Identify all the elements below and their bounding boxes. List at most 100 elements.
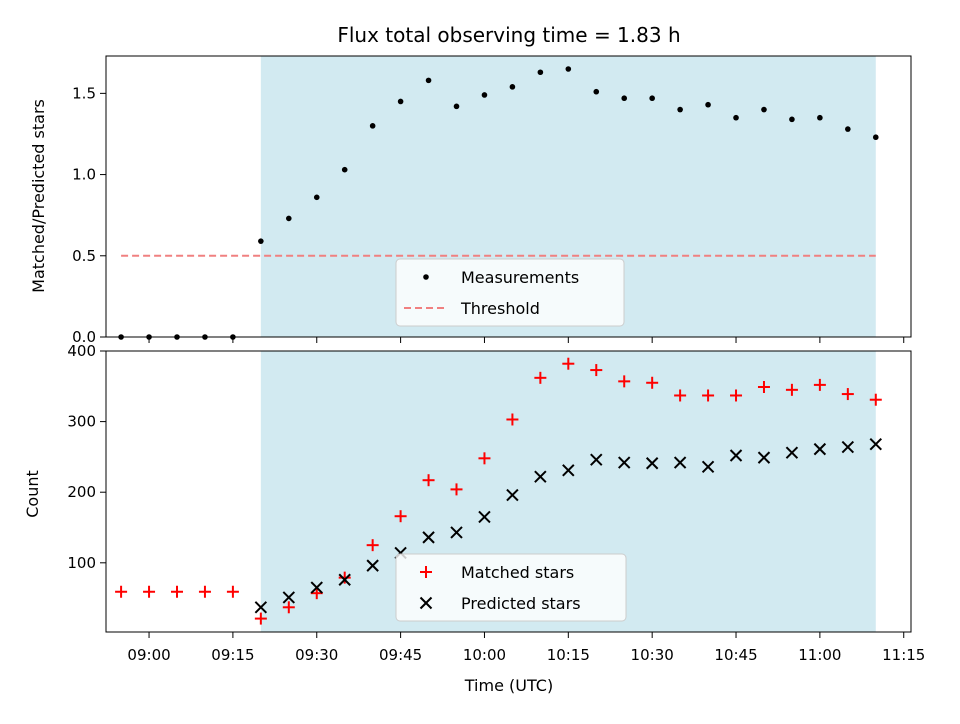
predicted-star-point <box>506 488 519 502</box>
measurement-point <box>593 88 600 95</box>
matched-star-point <box>869 393 882 406</box>
ratio-legend: Measurements Threshold <box>395 258 625 327</box>
matched-star-point <box>534 371 547 384</box>
measurement-point <box>677 106 683 113</box>
measurement-point <box>733 114 739 121</box>
predicted-star-point <box>450 526 463 539</box>
matched-star-point <box>785 383 798 396</box>
matched-star-point <box>841 388 854 401</box>
predicted-star-point <box>618 456 631 469</box>
predicted-star-point <box>673 456 687 469</box>
measurement-point <box>761 106 767 113</box>
ratio-panel-frame <box>105 55 912 338</box>
x-tick-label: 11:15 <box>882 646 925 664</box>
ratio-x-ticks <box>148 337 905 343</box>
matched-star-point <box>674 389 687 402</box>
ratio-y-tick-label: 1.0 <box>72 166 96 184</box>
matched-star-point <box>618 375 631 388</box>
matched-star-point <box>170 585 183 598</box>
count-panel: 100 200 300 400 09:00 09:15 09:30 09:45 10:00 10… <box>23 342 925 695</box>
count-panel-frame <box>105 350 912 633</box>
legend-measurement-marker <box>423 274 429 280</box>
matched-star-point <box>478 452 491 465</box>
matched-star-point <box>366 539 379 552</box>
predicted-star-point <box>813 442 827 456</box>
count-y-tick-label: 100 <box>67 554 96 572</box>
predicted-star-point <box>338 573 351 586</box>
legend-predicted-marker <box>419 596 433 610</box>
predicted-star-point <box>534 470 547 483</box>
count-y-tick-label: 200 <box>67 483 96 501</box>
count-legend-box <box>395 553 627 622</box>
matched-star-point <box>338 571 351 584</box>
matched-star-point <box>590 364 603 377</box>
matched-star-point <box>702 389 715 402</box>
ratio-legend-box <box>395 258 625 327</box>
matched-star-point <box>394 510 407 523</box>
predicted-star-point <box>366 559 379 572</box>
count-y-axis: 100 200 300 400 <box>67 342 106 572</box>
predicted-star-point <box>422 531 435 544</box>
measurement-point <box>481 92 488 98</box>
ratio-y-tick-label: 1.5 <box>72 84 96 102</box>
predicted-star-point <box>590 453 603 466</box>
legend-matched-marker <box>420 566 432 578</box>
predicted-star-point <box>701 460 715 473</box>
predicted-star-point <box>645 457 659 470</box>
ratio-y-axis: 0.0 0.5 1.0 1.5 <box>72 84 106 346</box>
measurement-point <box>509 84 516 90</box>
predicted-star-point <box>785 446 799 459</box>
predicted-star-point <box>869 437 882 451</box>
predicted-star-point <box>254 601 268 614</box>
x-tick-label: 09:30 <box>295 646 338 664</box>
matched-star-point <box>310 587 323 600</box>
measurement-point <box>565 66 572 72</box>
ratio-panel: 0.0 0.5 1.0 1.5 Matched/Predicted stars Mea… <box>29 55 912 346</box>
x-tick-label: 10:45 <box>714 646 757 664</box>
measurement-point <box>453 103 460 110</box>
matched-star-point <box>282 601 295 614</box>
matched-star-point <box>506 413 519 426</box>
matched-star-point <box>562 357 575 370</box>
measurement-point <box>817 114 823 121</box>
matched-star-point <box>450 483 463 496</box>
matched-star-point <box>115 585 128 598</box>
predicted-star-point <box>757 451 771 464</box>
predicted-star-point <box>478 510 491 524</box>
count-legend: Matched stars Predicted stars <box>395 553 627 622</box>
predicted-star-point <box>729 449 743 462</box>
measurement-point <box>258 238 264 244</box>
ratio-y-label: Matched/Predicted stars <box>29 99 48 293</box>
ratio-y-tick-label: 0.5 <box>72 247 96 265</box>
matched-star-point <box>757 381 770 394</box>
matched-star-point <box>226 585 239 598</box>
x-tick-label: 10:15 <box>547 646 590 664</box>
count-legend-label: Matched stars <box>461 563 574 582</box>
count-y-tick-label: 300 <box>67 413 96 431</box>
measurement-point <box>369 123 376 129</box>
ratio-series <box>118 66 879 340</box>
matched-star-point <box>143 585 156 598</box>
ratio-legend-label: Threshold <box>460 299 540 318</box>
measurement-point <box>397 98 404 105</box>
x-tick-label: 11:00 <box>798 646 841 664</box>
measurement-point <box>537 69 544 76</box>
count-y-label: Count <box>23 470 42 518</box>
matched-star-point <box>254 612 267 625</box>
predicted-star-point <box>310 581 323 594</box>
measurement-point <box>789 116 795 123</box>
count-legend-label: Predicted stars <box>461 594 581 613</box>
measurement-point <box>286 215 292 222</box>
x-tick-label: 10:00 <box>463 646 506 664</box>
matched-star-point <box>422 474 435 487</box>
predicted-star-point <box>562 464 575 477</box>
matched-star-point <box>198 585 211 598</box>
measurement-point <box>872 134 879 141</box>
count-x-axis: 09:00 09:15 09:30 09:45 10:00 10:15 10:30 10:45… <box>127 632 925 664</box>
x-axis-label: Time (UTC) <box>464 676 553 695</box>
count-series <box>115 357 882 625</box>
measurement-point <box>313 194 320 201</box>
measurement-point <box>425 77 432 84</box>
measurement-point <box>341 166 348 173</box>
